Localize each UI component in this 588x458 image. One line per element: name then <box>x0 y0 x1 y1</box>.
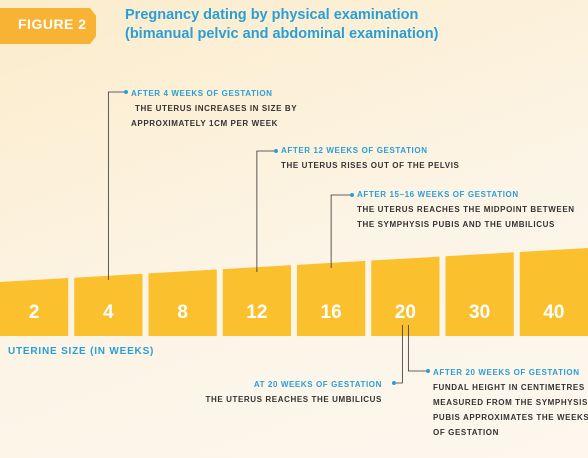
annotation-heading: AFTER 12 WEEKS OF GESTATION <box>281 146 428 155</box>
annotation-12-weeks: AFTER 12 WEEKS OF GESTATION THE UTERUS R… <box>281 143 460 173</box>
callout-line-12-weeks <box>256 150 276 272</box>
annotation-line: PUBIS APPROXIMATES THE WEEKS <box>433 413 588 422</box>
annotation-at-20-weeks: AT 20 WEEKS OF GESTATION THE UTERUS REAC… <box>170 377 382 407</box>
annotation-line: MEASURED FROM THE SYMPHYSIS <box>433 398 588 407</box>
size-bar-8 <box>148 269 217 336</box>
size-bar-12 <box>222 265 291 336</box>
title-line-1: Pregnancy dating by physical examination <box>125 7 419 23</box>
annotation-heading: AFTER 20 WEEKS OF GESTATION <box>433 368 580 377</box>
annotation-4-weeks: AFTER 4 WEEKS OF GESTATION THE UTERUS IN… <box>131 86 297 131</box>
size-label-40: 40 <box>543 302 564 323</box>
size-bar-40 <box>519 248 588 336</box>
figure-title: Pregnancy dating by physical examination… <box>125 6 438 44</box>
figure-label: FIGURE 2 <box>18 16 87 32</box>
annotation-line: FUNDAL HEIGHT IN CENTIMETRES <box>433 383 585 392</box>
annotation-line: THE UTERUS REACHES THE MIDPOINT BETWEEN <box>357 205 575 214</box>
annotation-line: THE UTERUS INCREASES IN SIZE BY <box>135 104 298 113</box>
x-axis-label: UTERINE SIZE (IN WEEKS) <box>8 346 155 357</box>
annotation-heading: AFTER 4 WEEKS OF GESTATION <box>131 89 273 98</box>
annotation-heading: AT 20 WEEKS OF GESTATION <box>253 380 382 389</box>
size-bar-2 <box>0 278 69 336</box>
annotation-line: THE UTERUS REACHES THE UMBILICUS <box>205 395 382 404</box>
callout-dot-4-weeks <box>124 90 128 94</box>
callout-dot-after-20-weeks <box>426 369 430 373</box>
size-label-2: 2 <box>29 302 40 323</box>
figure-tag <box>0 8 96 44</box>
size-bar-16 <box>297 260 366 336</box>
size-bar-20 <box>371 256 440 336</box>
size-label-8: 8 <box>177 302 188 323</box>
annotation-line: THE UTERUS RISES OUT OF THE PELVIS <box>281 161 460 170</box>
callout-line-4-weeks <box>107 91 126 280</box>
callout-line-at-20-weeks <box>394 325 403 384</box>
size-label-16: 16 <box>321 302 342 323</box>
callout-line-after-20-weeks <box>407 325 428 372</box>
callout-dot-at-20-weeks <box>392 381 396 385</box>
callout-dot-12-weeks <box>274 149 278 153</box>
annotation-line: APPROXIMATELY 1CM PER WEEK <box>131 119 279 128</box>
callout-line-15-16-weeks <box>330 194 352 268</box>
size-label-30: 30 <box>469 302 490 323</box>
size-label-12: 12 <box>246 302 267 323</box>
size-bar-4 <box>74 273 143 336</box>
callout-dot-15-16-weeks <box>350 193 354 197</box>
annotation-after-20-weeks: AFTER 20 WEEKS OF GESTATION FUNDAL HEIGH… <box>433 365 588 440</box>
size-label-4: 4 <box>103 302 114 323</box>
title-line-2: (bimanual pelvic and abdominal examinati… <box>125 26 439 42</box>
size-label-20: 20 <box>395 302 416 323</box>
annotation-heading: AFTER 15–16 WEEKS OF GESTATION <box>357 190 519 199</box>
size-bar-30 <box>445 252 514 336</box>
annotation-line: THE SYMPHYSIS PUBIS AND THE UMBILICUS <box>357 220 555 229</box>
annotation-line: OF GESTATION <box>433 428 500 437</box>
annotation-15-16-weeks: AFTER 15–16 WEEKS OF GESTATION THE UTERU… <box>357 187 575 232</box>
